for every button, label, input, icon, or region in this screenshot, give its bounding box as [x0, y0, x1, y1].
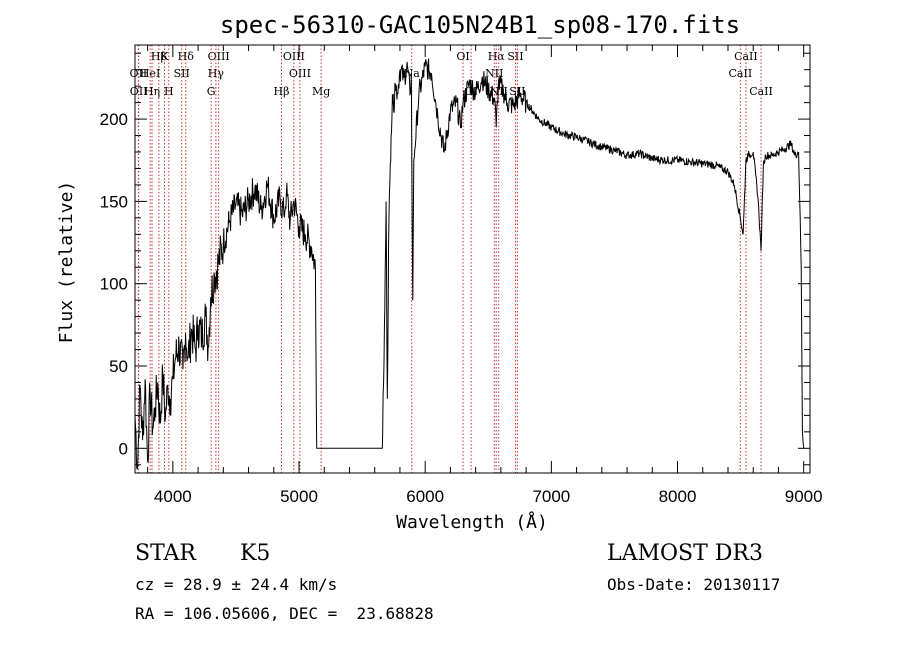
line-label: K [160, 50, 169, 63]
x-tick-label: 8000 [659, 487, 697, 506]
observation-date: Obs-Date: 20130117 [607, 575, 781, 594]
x-tick-label: 4000 [154, 487, 192, 506]
plot-frame [134, 44, 811, 474]
line-label: OI [456, 50, 469, 63]
y-tick-label: 50 [109, 357, 128, 376]
line-label: H [164, 85, 174, 98]
line-label: Hγ [208, 67, 225, 80]
line-label: Hα [488, 50, 506, 63]
line-label: CaII [729, 67, 753, 80]
chart-title: spec-56310-GAC105N24B1_sp08-170.fits [220, 11, 740, 39]
line-label: SII [507, 50, 523, 63]
coordinates: RA = 106.05606, DEC = 23.68828 [135, 604, 434, 623]
spectrum-line [134, 58, 805, 470]
line-label: Hη [144, 85, 160, 98]
line-label: OIII [283, 50, 305, 63]
line-label: Hβ [151, 50, 167, 63]
axis-ticks: 4000 5000 6000 7000 8000 9000 0 50 100 150 200 [100, 45, 823, 506]
y-axis-label: Flux (relative) [56, 181, 77, 344]
x-tick-label: 9000 [785, 487, 823, 506]
y-tick-label: 100 [100, 275, 128, 294]
line-label: CaII [734, 50, 758, 63]
line-label: SII [174, 67, 190, 80]
y-tick-label: 150 [100, 192, 128, 211]
object-type: STAR [135, 541, 196, 566]
line-label: G [207, 85, 216, 98]
line-label: OIII [289, 67, 311, 80]
x-tick-label: 5000 [280, 487, 318, 506]
x-tick-label: 7000 [532, 487, 570, 506]
spectral-subclass: K5 [240, 541, 271, 566]
line-label: Mg [312, 85, 330, 98]
line-label: HeI [140, 67, 160, 80]
x-tick-label: 6000 [406, 487, 444, 506]
y-tick-label: 200 [100, 110, 128, 129]
line-label: OII [130, 85, 148, 98]
survey-name: LAMOST DR3 [607, 541, 763, 566]
x-axis-label: Wavelength (Å) [396, 511, 548, 533]
line-label: Hδ [178, 50, 195, 63]
redshift-cz: cz = 28.9 ± 24.4 km/s [135, 575, 338, 594]
line-label: CaII [749, 85, 773, 98]
line-label: OIII [208, 50, 230, 63]
line-label: Hβ [274, 85, 290, 98]
y-tick-label: 0 [119, 439, 128, 458]
